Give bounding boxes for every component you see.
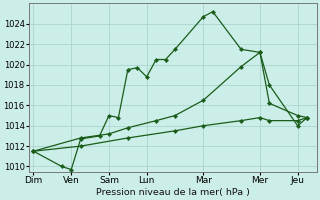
X-axis label: Pression niveau de la mer( hPa ): Pression niveau de la mer( hPa ) xyxy=(96,188,250,197)
